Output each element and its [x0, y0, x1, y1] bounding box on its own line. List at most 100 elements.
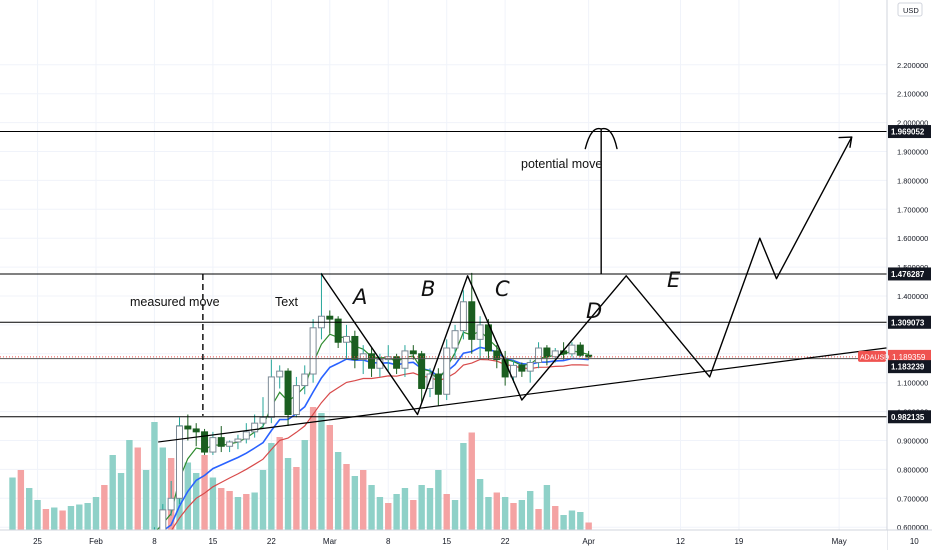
price-level-badge-label: 0.982135 [891, 413, 925, 422]
candle-body [192, 428, 200, 433]
volume-bar [42, 509, 50, 530]
candle-body [409, 350, 417, 355]
time-tick-label: Apr [582, 537, 595, 546]
time-tick-label: 19 [734, 537, 743, 546]
volume-bar [334, 452, 342, 530]
volume-bar [209, 477, 217, 530]
volume-bar [351, 476, 359, 530]
candle-body [526, 361, 534, 372]
secondary-price-badge [888, 360, 931, 374]
text-label: Text [275, 295, 298, 309]
currency-label: USD [903, 6, 919, 15]
price-level-badge [888, 267, 931, 281]
price-level-badge-label: 1.476287 [891, 270, 925, 279]
potential-move-arrowhead [584, 127, 618, 150]
candle-body [234, 438, 242, 443]
potential-move-label: potential move [521, 157, 602, 171]
price-tick-label: 1.600000 [897, 234, 928, 243]
volume-bar [518, 500, 526, 530]
volume-bar [585, 522, 592, 530]
candle-body [292, 385, 300, 415]
volume-bar [26, 488, 33, 530]
volume-bar [401, 488, 409, 530]
volume-bar [393, 494, 400, 530]
price-levels [0, 131, 887, 418]
time-tick-label: Mar [323, 537, 337, 546]
candle-body [226, 441, 234, 447]
volume-bar [142, 470, 150, 530]
volume-bar [193, 473, 200, 530]
price-tick-label: 1.400000 [897, 292, 928, 301]
volume-bar [126, 440, 133, 530]
volume-bar [34, 500, 41, 530]
candle-body [326, 315, 334, 320]
candle-body [201, 431, 209, 453]
volume-bar [276, 437, 283, 530]
volume-bar [326, 425, 333, 530]
hand-drawings [158, 127, 887, 443]
volume-bar [59, 510, 66, 530]
candle-body [543, 347, 551, 358]
candle-body [459, 301, 467, 332]
time-tick-label: 8 [152, 537, 157, 546]
candle-body [418, 353, 426, 389]
price-tick-label: 1.700000 [897, 205, 928, 214]
candle-body [468, 301, 476, 340]
price-level-badge-label: 1.969052 [891, 128, 925, 137]
volume-bar [9, 477, 16, 530]
symbol-label: ADAUSD [860, 354, 889, 361]
currency-badge [897, 2, 923, 17]
annotations: measured move Text potential move A B C D E [130, 157, 681, 323]
volume-bar [368, 485, 375, 530]
candle-body [476, 324, 484, 340]
volume-bar [234, 497, 242, 530]
volume-bar [568, 510, 576, 530]
volume-bar [117, 473, 125, 530]
volume-bar [418, 485, 425, 530]
candle-body [184, 425, 192, 430]
price-tick-label: 1.800000 [897, 176, 928, 185]
volume-bar [159, 447, 166, 530]
candle-body [451, 330, 459, 349]
volume-bar [385, 503, 392, 530]
price-level-badge-label: 1.309073 [891, 318, 925, 327]
price-tick-label: 2.100000 [897, 90, 928, 99]
price-level-badge [888, 315, 931, 329]
measured-move-label: measured move [130, 295, 220, 309]
wave-letter-e: E [667, 268, 681, 292]
volume-bar [101, 485, 108, 530]
volume-bar [92, 497, 100, 530]
candle-body [284, 370, 292, 415]
volume-bar [460, 443, 467, 530]
zigzag-projection [320, 136, 853, 416]
time-tick-label: Feb [89, 537, 103, 546]
price-tick-label: 0.800000 [897, 465, 928, 474]
candle-body [217, 437, 225, 447]
candle-body [368, 353, 376, 369]
candle-body [376, 359, 384, 369]
time-tick-label: 12 [676, 537, 685, 546]
projection-arrowhead [838, 136, 853, 148]
candle-body [301, 373, 309, 387]
time-tick-label: 22 [501, 537, 510, 546]
volume-bar [485, 497, 492, 530]
volume-bar [109, 455, 116, 530]
price-level-badge [888, 410, 931, 424]
candle-body [551, 350, 559, 358]
volume-bar [309, 407, 317, 530]
symbol-badge [858, 350, 886, 362]
time-tick-label: 22 [267, 537, 276, 546]
candle-body [401, 350, 409, 369]
time-tick-label: 25 [33, 537, 42, 546]
volume-bar [184, 462, 192, 530]
wave-letter-d: D [586, 299, 602, 323]
volume-bar [243, 494, 250, 530]
volume-bar [577, 512, 584, 530]
price-tick-label: 1.100000 [897, 379, 928, 388]
candle-body [443, 347, 451, 395]
candle-body [242, 431, 250, 440]
time-tick-label: 15 [442, 537, 451, 546]
candle-body [568, 344, 576, 355]
